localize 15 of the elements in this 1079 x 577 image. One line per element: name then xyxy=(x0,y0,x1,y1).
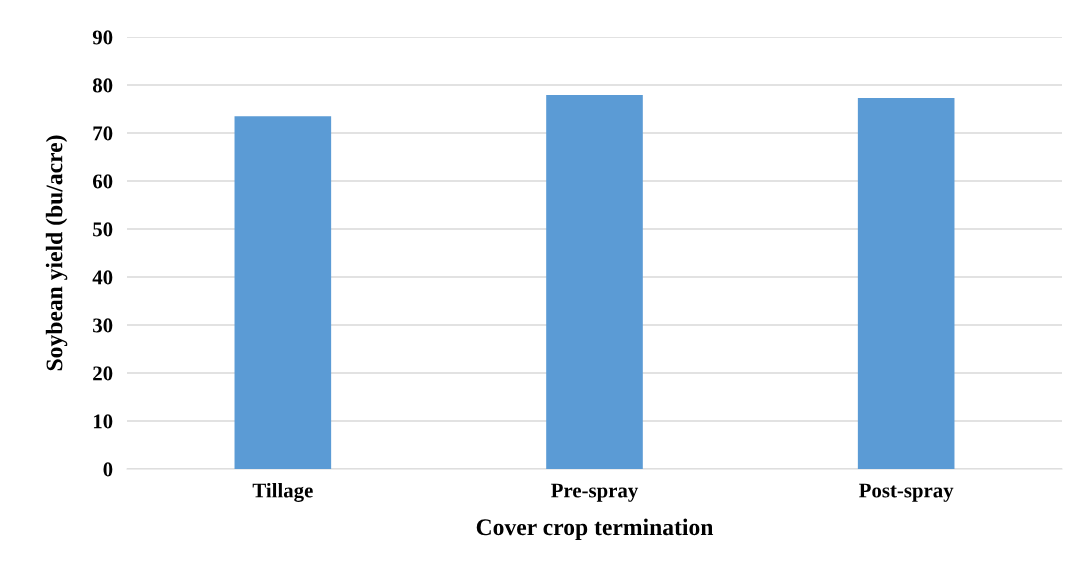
y-tick-label: 10 xyxy=(93,414,113,429)
y-tick-label: 90 xyxy=(92,30,113,45)
y-axis-title: Soybean yield (bu/acre) xyxy=(45,135,68,371)
y-tick-label: 60 xyxy=(92,174,113,189)
y-tick-label: 70 xyxy=(93,126,113,141)
y-tick-label: 30 xyxy=(93,318,113,333)
y-tick-label: 40 xyxy=(92,270,113,285)
x-axis-title: Cover crop termination xyxy=(476,518,714,541)
x-tick-label: Pre-spray xyxy=(551,483,639,502)
y-tick-label: 80 xyxy=(92,78,113,93)
y-tick-label: 20 xyxy=(93,366,113,381)
y-tick-label: 50 xyxy=(93,222,113,237)
y-tick-label: 0 xyxy=(103,462,113,477)
x-tick-label: Tillage xyxy=(252,482,313,502)
x-tick-label: Post-spray xyxy=(859,483,954,502)
